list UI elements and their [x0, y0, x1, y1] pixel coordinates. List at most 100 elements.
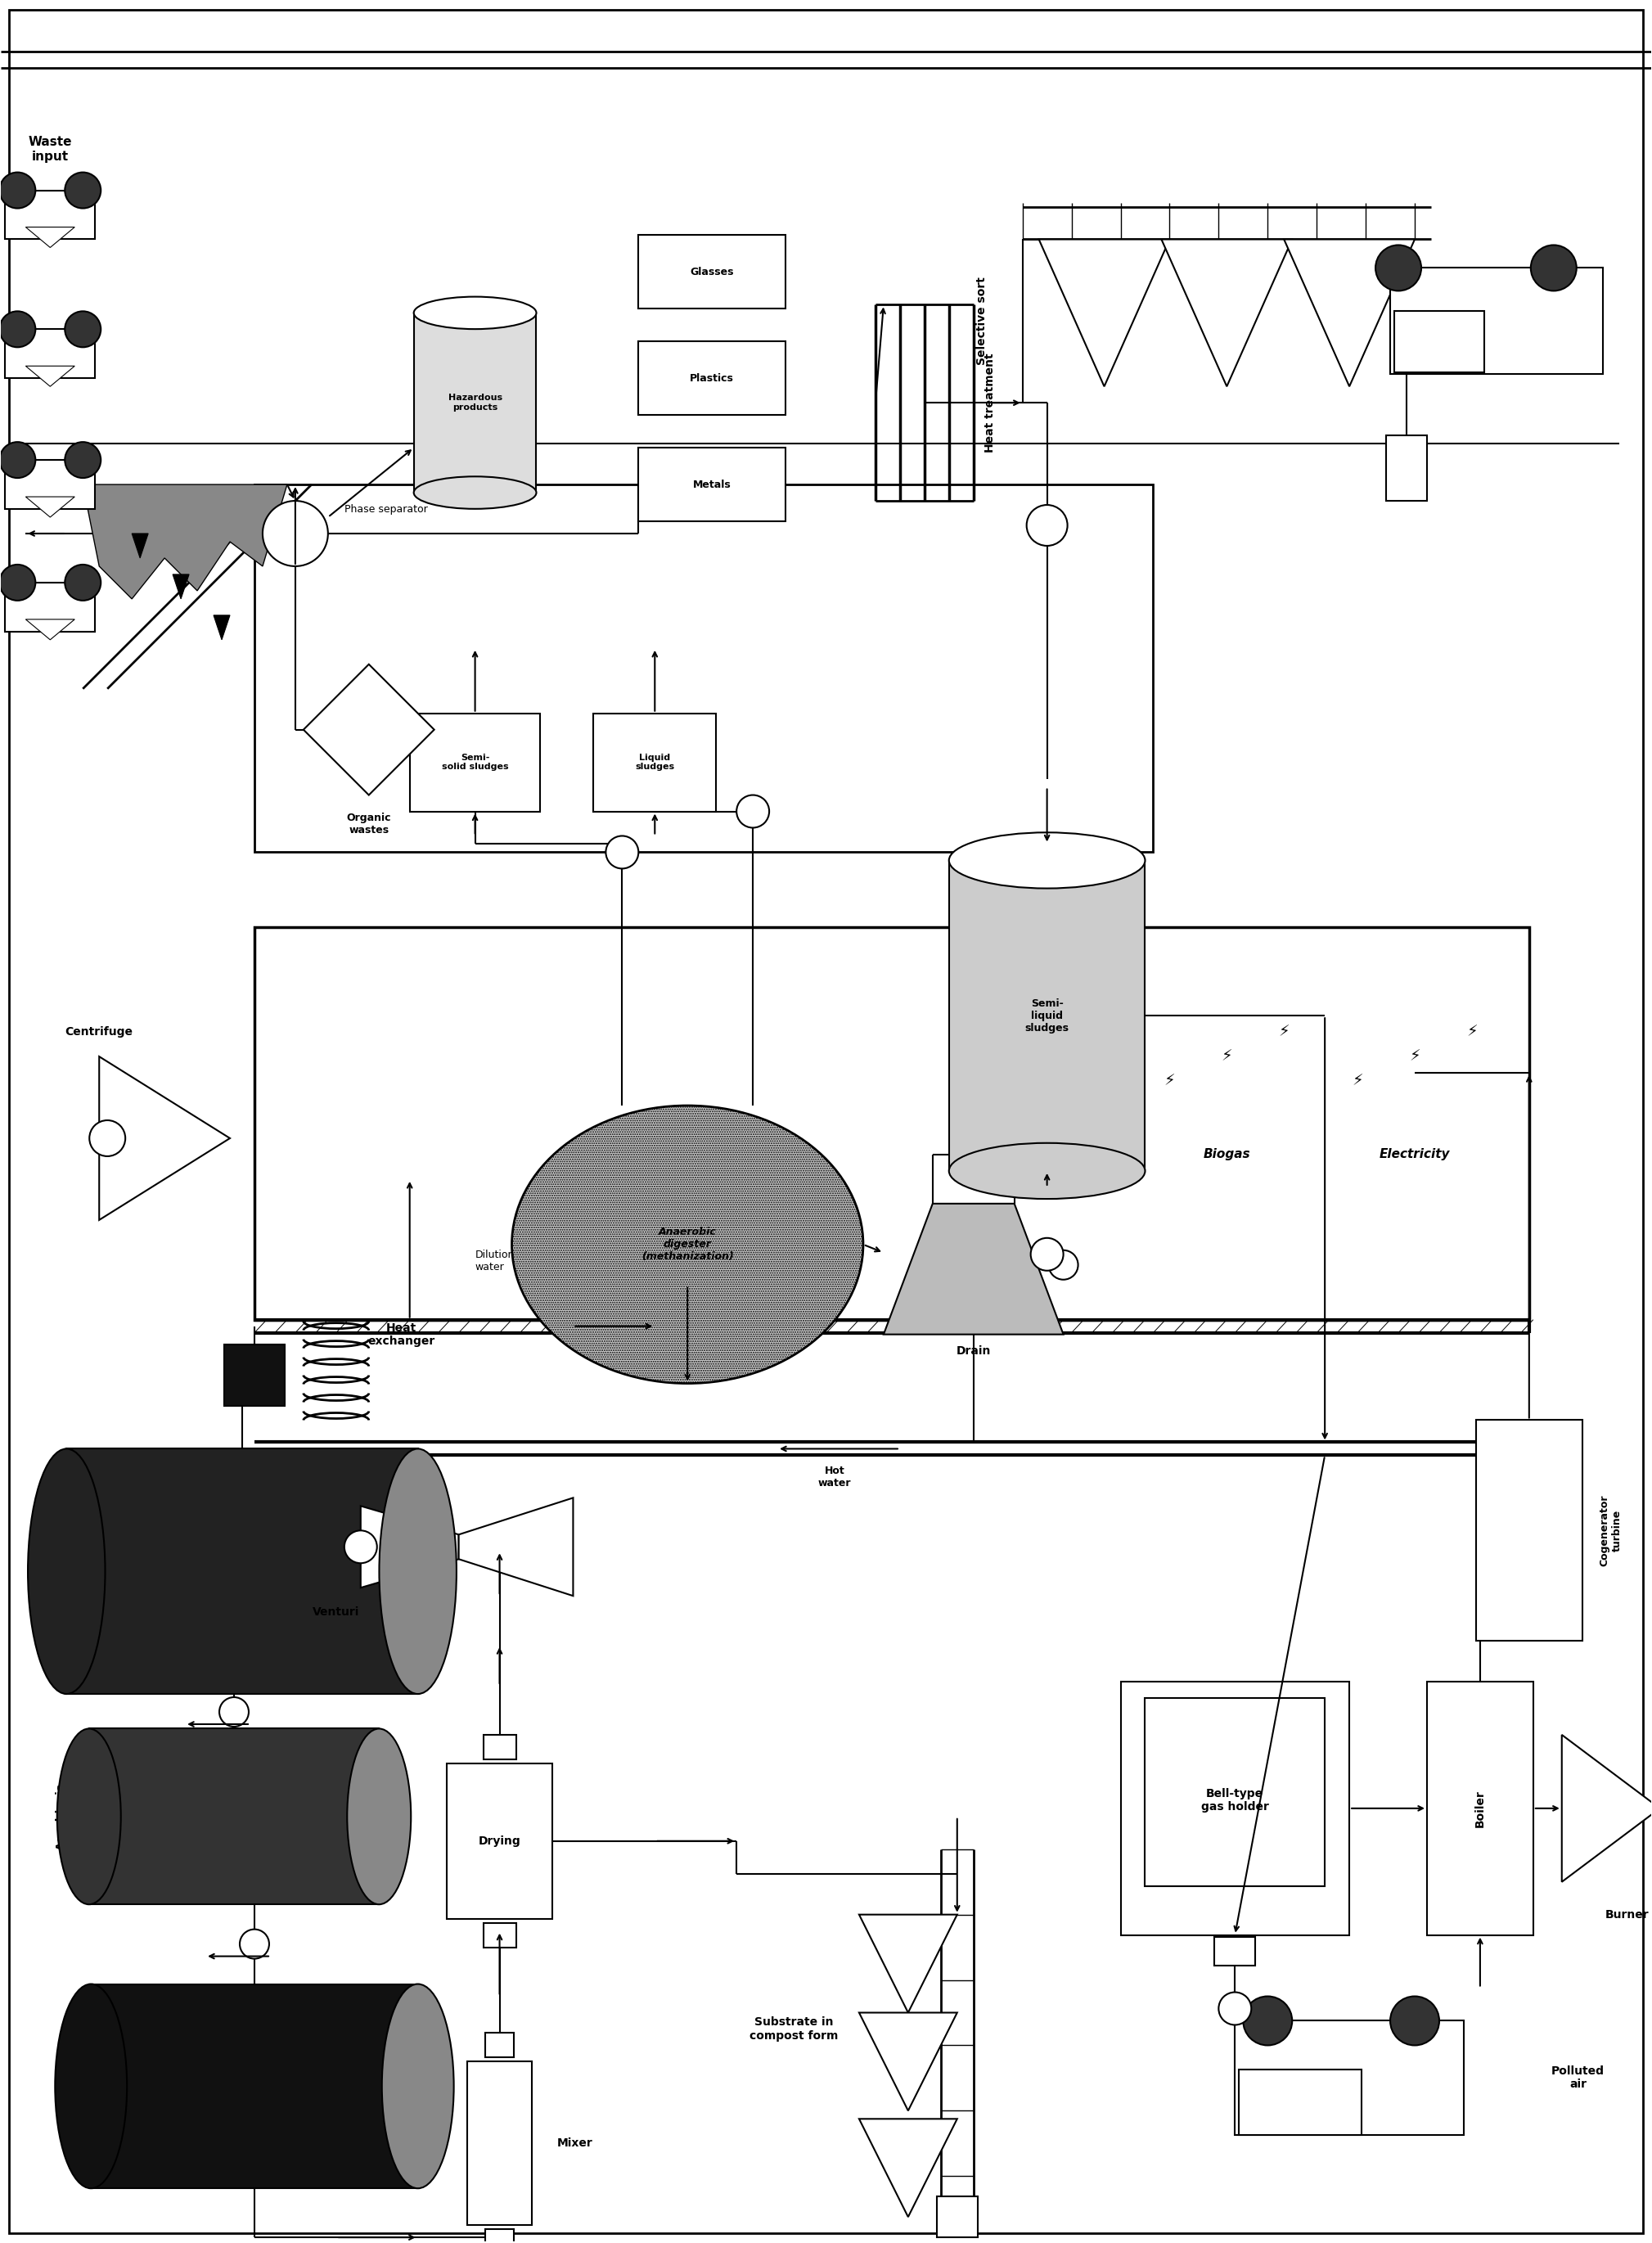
Polygon shape — [83, 484, 287, 599]
Text: Boiler: Boiler — [1474, 1790, 1485, 1828]
Bar — [1394, 312, 1483, 372]
Polygon shape — [26, 496, 74, 518]
Bar — [937, 2196, 978, 2236]
Polygon shape — [1284, 240, 1414, 386]
Circle shape — [737, 794, 770, 828]
Bar — [1391, 267, 1602, 375]
Polygon shape — [1561, 1734, 1652, 1882]
Text: Cogenerator
turbine: Cogenerator turbine — [1599, 1494, 1622, 1566]
Circle shape — [240, 1929, 269, 1958]
Bar — [593, 713, 715, 812]
Text: Hazardous
products: Hazardous products — [448, 395, 502, 413]
Bar — [1427, 1682, 1533, 1936]
Text: Drain: Drain — [957, 1346, 991, 1357]
Text: ⚡: ⚡ — [1279, 1025, 1290, 1041]
Text: ⚡: ⚡ — [1221, 1050, 1232, 1065]
Bar — [638, 236, 786, 310]
Polygon shape — [459, 1498, 573, 1595]
Text: Electricity: Electricity — [1379, 1148, 1450, 1160]
Bar — [254, 926, 1530, 1319]
Polygon shape — [99, 1056, 230, 1220]
Ellipse shape — [413, 476, 537, 509]
Bar — [1236, 2021, 1464, 2135]
Circle shape — [1026, 505, 1067, 545]
Bar — [484, 1922, 515, 1947]
Circle shape — [1376, 244, 1421, 292]
Circle shape — [64, 442, 101, 478]
Text: Substrate in
compost form: Substrate in compost form — [750, 2016, 838, 2041]
Bar — [355, 1532, 367, 1561]
Text: Aerobiosis
treatment
tank: Aerobiosis treatment tank — [56, 1783, 94, 1850]
Circle shape — [1049, 1249, 1079, 1279]
Polygon shape — [360, 1505, 459, 1588]
Bar — [5, 460, 96, 509]
Text: Phase separator: Phase separator — [344, 505, 428, 514]
Bar — [410, 713, 540, 812]
Ellipse shape — [347, 1729, 411, 1904]
Circle shape — [1031, 1238, 1064, 1270]
Bar — [638, 341, 786, 415]
Text: Selective sort: Selective sort — [976, 276, 988, 366]
Bar — [638, 449, 786, 520]
Bar — [5, 583, 96, 633]
Text: Waste
input: Waste input — [28, 137, 73, 164]
Circle shape — [64, 565, 101, 601]
Text: Drying: Drying — [479, 1835, 520, 1846]
Text: Centrifuge: Centrifuge — [64, 1027, 134, 1039]
Polygon shape — [26, 227, 74, 247]
Bar — [89, 1729, 378, 1904]
Text: Hot
water: Hot water — [818, 1467, 851, 1489]
Bar — [91, 1985, 418, 2189]
Ellipse shape — [28, 1449, 106, 1693]
Text: Heat
exchanger: Heat exchanger — [368, 1321, 434, 1346]
Ellipse shape — [55, 1985, 127, 2189]
Polygon shape — [304, 664, 434, 794]
Ellipse shape — [382, 1985, 454, 2189]
Text: Glasses: Glasses — [691, 267, 733, 278]
Bar — [446, 1763, 553, 1918]
Bar — [254, 484, 1153, 852]
Bar — [5, 330, 96, 379]
Bar — [1120, 1682, 1350, 1936]
Text: Heat treatment: Heat treatment — [985, 352, 996, 453]
Polygon shape — [173, 574, 188, 599]
Text: Venturi: Venturi — [312, 1606, 360, 1617]
Text: Burner: Burner — [1606, 1909, 1649, 1920]
Bar — [413, 312, 537, 493]
Bar — [1475, 1420, 1583, 1642]
Bar — [484, 1734, 515, 1759]
Circle shape — [89, 1119, 126, 1155]
Circle shape — [0, 173, 35, 209]
Circle shape — [1219, 1992, 1251, 2025]
Bar — [468, 2061, 532, 2225]
Bar — [1386, 435, 1427, 500]
Text: Bell-type
gas holder: Bell-type gas holder — [1201, 1788, 1269, 1812]
Bar — [5, 191, 96, 240]
Polygon shape — [26, 366, 74, 386]
Polygon shape — [884, 1204, 1064, 1335]
Text: Aerobiosis
pre-treatment
tank: Aerobiosis pre-treatment tank — [48, 1525, 86, 1617]
Circle shape — [606, 837, 638, 868]
Polygon shape — [1161, 240, 1292, 386]
Text: Plastics: Plastics — [691, 372, 733, 384]
Text: Aerobiosis
evaporation
tank: Aerobiosis evaporation tank — [81, 2048, 119, 2124]
Circle shape — [0, 442, 35, 478]
Bar — [948, 861, 1145, 1171]
Circle shape — [220, 1698, 249, 1727]
Polygon shape — [859, 2120, 957, 2216]
Text: Liquid
sludges: Liquid sludges — [634, 754, 674, 772]
Text: Organic
wastes: Organic wastes — [347, 812, 392, 834]
Text: Metals: Metals — [692, 480, 732, 489]
Text: Biogas: Biogas — [1203, 1148, 1251, 1160]
Circle shape — [0, 565, 35, 601]
Polygon shape — [859, 2012, 957, 2111]
Circle shape — [1244, 1996, 1292, 2046]
Bar — [223, 1344, 286, 1406]
Polygon shape — [859, 1916, 957, 2012]
Text: Mixer: Mixer — [557, 2138, 593, 2149]
Text: ⚡: ⚡ — [1467, 1025, 1477, 1041]
Circle shape — [0, 312, 35, 348]
Polygon shape — [26, 619, 74, 639]
Text: Polluted
air: Polluted air — [1551, 2066, 1604, 2090]
Bar — [486, 2230, 514, 2243]
